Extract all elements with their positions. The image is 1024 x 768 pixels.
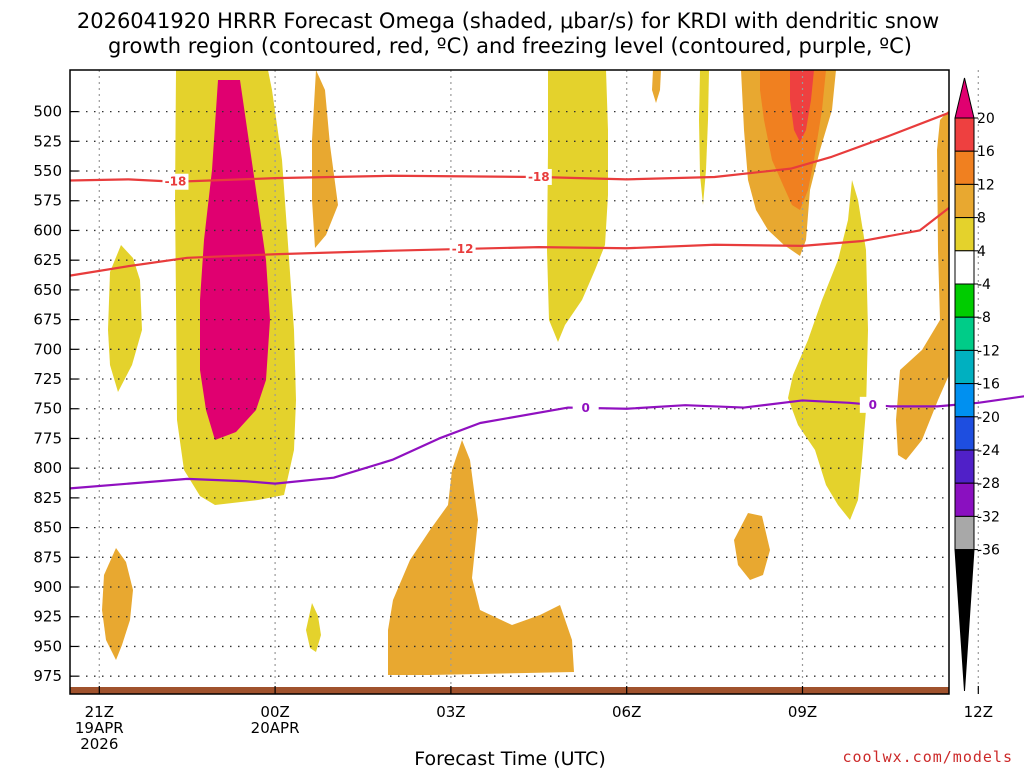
colorbar-label-3: 8 [977, 211, 986, 227]
up-region-far-right [896, 110, 949, 460]
colorbar-label-7: -12 [977, 343, 1000, 359]
contour-label-bg--12-0 [449, 240, 476, 257]
colorbar-swatch-4 [954, 217, 975, 252]
y-tick-label-950: 950 [33, 637, 62, 655]
colorbar-label-5: -4 [977, 277, 991, 293]
plot-area: -18 -18 -12 0 0 [69, 69, 1024, 695]
y-tick-label-500: 500 [33, 103, 62, 121]
omega-region-center [547, 70, 608, 342]
contour-label-bg-0-1 [859, 396, 886, 413]
colorbar-label-6: -8 [977, 310, 991, 326]
plot-frame [69, 69, 950, 695]
y-tick-label-525: 525 [33, 132, 62, 150]
contour-label-0-1: 0 [869, 398, 877, 412]
colorbar-bottom-triangle [954, 549, 975, 692]
y-tick-label-550: 550 [33, 162, 62, 180]
contour-label-bg-0-0 [572, 399, 599, 416]
x-tick-label-0-1: 19APR [75, 719, 124, 737]
y-tick-label-875: 875 [33, 548, 62, 566]
omega-region-small-left [108, 245, 142, 392]
pressure-axis: 500 525 550 575 600 625 650 675 700 725 750 775 800 8… [33, 103, 78, 685]
y-tick-label-625: 625 [33, 251, 62, 269]
colorbar-swatch-1 [954, 117, 975, 152]
x-tick-label-3-0: 00Z [260, 703, 289, 721]
colorbar-swatch-9 [954, 383, 975, 418]
x-tick-label-9-0: 06Z [612, 703, 641, 721]
y-tick-label-650: 650 [33, 281, 62, 299]
site-credit: coolwx.com/models [842, 748, 1013, 766]
y-tick-label-975: 975 [33, 667, 62, 685]
colorbar-swatch-11 [954, 449, 975, 484]
contour-label-bg--18-0 [162, 173, 189, 190]
temperature-contours: -18 -18 -12 0 0 [69, 111, 1024, 490]
up-region-small-right [734, 513, 770, 580]
colorbar-label-12: -32 [977, 509, 1000, 525]
y-tick-label-775: 775 [33, 429, 62, 447]
colorbar-label-8: -16 [977, 377, 1000, 393]
omega-region-strong-descent [200, 80, 270, 440]
omega-region-small-low [306, 603, 321, 652]
contour-label--18-1: -18 [528, 170, 550, 184]
contour-label-bg--18-1 [525, 168, 552, 185]
colorbar-label-4: 4 [977, 244, 986, 260]
y-tick-label-825: 825 [33, 489, 62, 507]
x-tick-label-0-2: 2026 [80, 735, 118, 753]
colorbar-swatch-12 [954, 482, 975, 517]
x-tick-label-3-1: 20APR [251, 719, 300, 737]
contour-label--18-0: -18 [165, 175, 187, 189]
up-region-thin-upper [312, 70, 338, 248]
y-tick-label-725: 725 [33, 370, 62, 388]
omega-region-thin-column [699, 70, 709, 205]
surface-terrain-strip [70, 687, 949, 694]
up-region-sliver-top [652, 70, 661, 103]
colorbar-swatch-3 [954, 183, 975, 219]
colorbar-label-2: 12 [977, 177, 995, 193]
up-region-low-left [102, 548, 133, 660]
contour--12 [69, 207, 950, 277]
colorbar-swatch-13 [954, 515, 975, 551]
y-tick-label-900: 900 [33, 578, 62, 596]
colorbar-swatch-10 [954, 416, 975, 451]
y-tick-label-700: 700 [33, 340, 62, 358]
colorbar-swatch-8 [954, 349, 975, 385]
colorbar-label-1: 16 [977, 144, 995, 160]
colorbar-label-0: 20 [977, 111, 995, 127]
chart-title-line-1: 2026041920 HRRR Forecast Omega (shaded, … [77, 9, 939, 33]
up-region-low-center [388, 440, 574, 675]
y-tick-label-850: 850 [33, 519, 62, 537]
colorbar-swatch-2 [954, 150, 975, 185]
y-tick-label-925: 925 [33, 608, 62, 626]
chart-title-line-2: growth region (contoured, red, ºC) and f… [108, 34, 912, 58]
y-tick-label-750: 750 [33, 400, 62, 418]
colorbar-top-triangle [954, 77, 975, 119]
colorbar-swatch-6 [954, 283, 975, 318]
omega-colorbar: 20 16 12 8 4 -4 -8 -12 -16 -20 -24 -28 -32 -36 [954, 77, 1000, 692]
x-axis-label: Forecast Time (UTC) [414, 748, 605, 768]
x-tick-label-15-0: 12Z [964, 703, 993, 721]
colorbar-label-11: -28 [977, 476, 1000, 492]
colorbar-label-13: -36 [977, 543, 1000, 559]
colorbar-swatch-7 [954, 316, 975, 351]
colorbar-swatch-5 [954, 250, 975, 285]
omega-region-right [788, 180, 868, 520]
colorbar-label-9: -20 [977, 410, 1000, 426]
x-tick-label-12-0: 09Z [788, 703, 817, 721]
contour-label-0-0: 0 [582, 401, 590, 415]
contour-label--12-0: -12 [452, 242, 474, 256]
y-tick-label-600: 600 [33, 221, 62, 239]
x-tick-label-0-0: 21Z [85, 703, 114, 721]
y-tick-label-800: 800 [33, 459, 62, 477]
x-tick-label-6-0: 03Z [436, 703, 465, 721]
dotted-grid [70, 70, 979, 694]
y-tick-label-575: 575 [33, 192, 62, 210]
y-tick-label-675: 675 [33, 311, 62, 329]
colorbar-label-10: -24 [977, 443, 1000, 459]
